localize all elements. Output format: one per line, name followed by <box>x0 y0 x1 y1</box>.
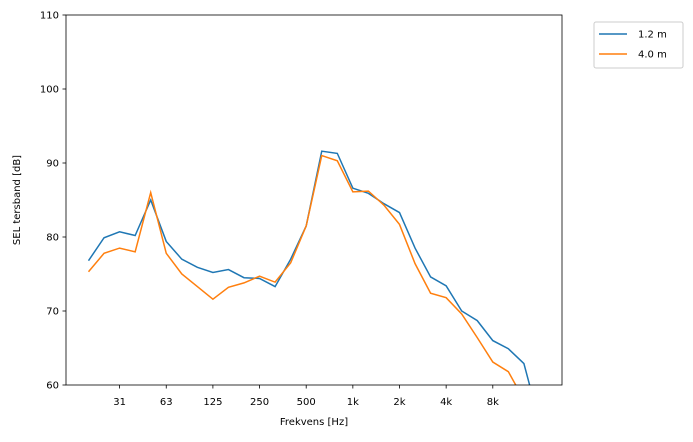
y-tick-label: 70 <box>46 307 59 318</box>
x-tick-label: 250 <box>250 397 269 408</box>
y-tick-label: 100 <box>40 85 59 96</box>
y-tick-label: 90 <box>46 159 59 170</box>
x-tick-label: 1k <box>347 397 359 408</box>
y-tick-label: 60 <box>46 381 59 392</box>
y-tick-label: 80 <box>46 233 59 244</box>
legend: 1.2 m 4.0 m <box>593 21 684 69</box>
x-tick-label: 500 <box>297 397 316 408</box>
x-tick-label: 63 <box>160 397 173 408</box>
x-axis-label: Frekvens [Hz] <box>280 417 348 428</box>
series-line-2 <box>87 154 517 385</box>
x-tick-label: 2k <box>393 397 405 408</box>
plot-frame <box>65 14 563 386</box>
y-axis: 60 70 80 90 100 110 <box>40 11 66 392</box>
y-axis-label: SEL tersband [dB] <box>12 155 23 245</box>
series-layer <box>87 150 531 385</box>
x-tick-label: 4k <box>440 397 452 408</box>
y-tick-label: 110 <box>40 11 59 22</box>
x-tick-label: 8k <box>487 397 499 408</box>
x-tick-label: 31 <box>113 397 126 408</box>
x-axis: 31 63 125 250 500 1k 2k 4k 8k <box>113 385 499 408</box>
legend-label: 1.2 m <box>638 30 667 41</box>
x-tick-label: 125 <box>203 397 222 408</box>
legend-label: 4.0 m <box>638 50 667 61</box>
